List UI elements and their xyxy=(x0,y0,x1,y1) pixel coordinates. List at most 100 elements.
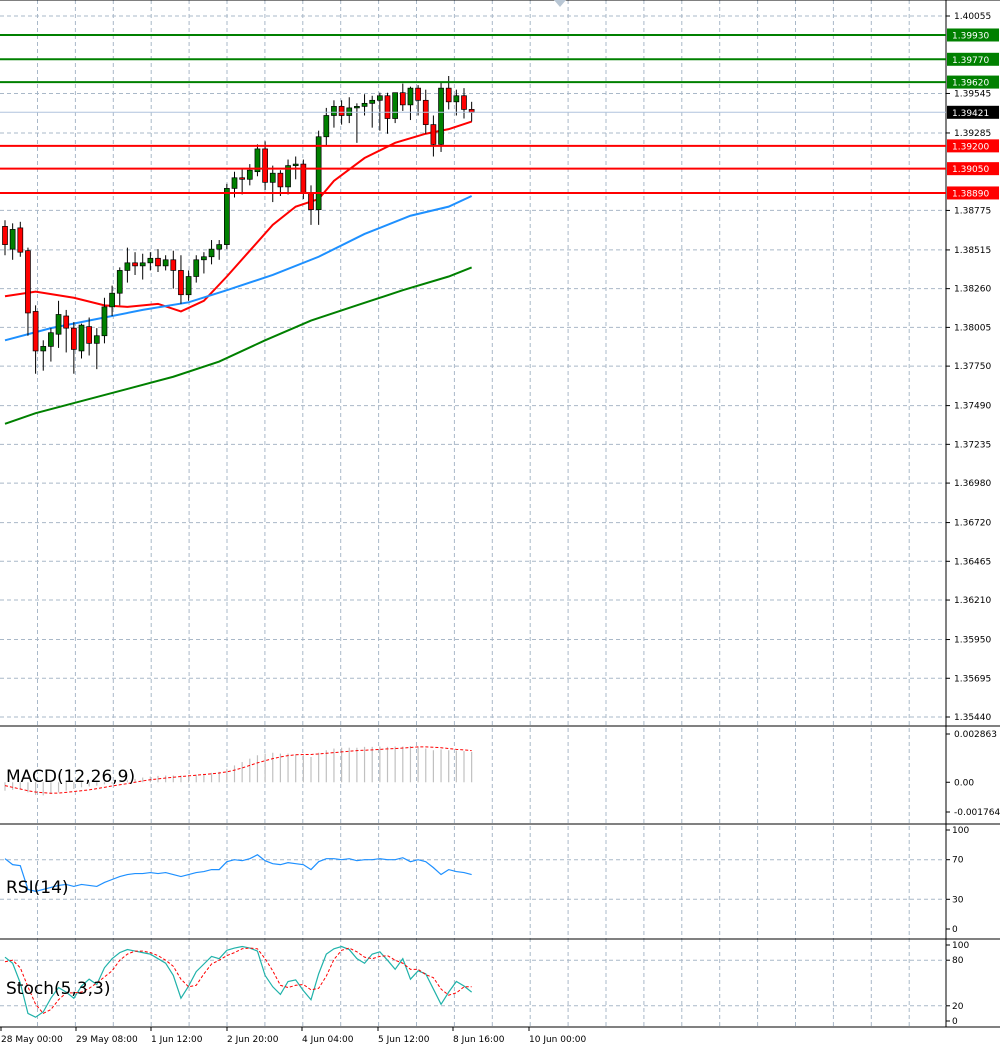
candle-body[interactable] xyxy=(239,177,245,180)
candle-body[interactable] xyxy=(17,227,24,253)
resistance-level-label: 1.39770 xyxy=(952,56,989,66)
candle-body[interactable] xyxy=(116,270,123,294)
candle-body[interactable] xyxy=(461,95,467,110)
price-tick-label: 1.39285 xyxy=(954,129,991,139)
time-tick-label: 4 Jun 04:00 xyxy=(302,1035,354,1044)
candle-body[interactable] xyxy=(315,136,322,211)
candle-body[interactable] xyxy=(415,87,421,101)
price-tick-label: 1.38775 xyxy=(954,206,991,216)
rsi-line xyxy=(4,854,472,892)
moving-average-line xyxy=(4,266,473,425)
candle-body[interactable] xyxy=(70,327,77,350)
candle-body[interactable] xyxy=(78,324,85,352)
candle-body[interactable] xyxy=(124,262,131,271)
resistance-level-label: 1.39620 xyxy=(952,79,989,89)
candle-body[interactable] xyxy=(377,95,383,101)
support-level-label: 1.39200 xyxy=(952,142,989,152)
candle-body[interactable] xyxy=(155,257,161,267)
candle-body[interactable] xyxy=(438,87,444,145)
candle-body[interactable] xyxy=(354,106,360,109)
macd-label: MACD(12,26,9) xyxy=(6,767,135,787)
candle-body[interactable] xyxy=(308,192,314,211)
price-tick-label: 1.36720 xyxy=(954,519,991,529)
candle-body[interactable] xyxy=(285,165,291,188)
candle-body[interactable] xyxy=(101,306,108,337)
current-price-label: 1.39421 xyxy=(952,109,989,119)
candle-body[interactable] xyxy=(269,172,276,183)
rsi-tick-label: 70 xyxy=(952,856,964,866)
support-level-label: 1.39050 xyxy=(952,165,989,175)
candle-body[interactable] xyxy=(55,314,62,335)
candle-body[interactable] xyxy=(384,95,391,119)
chart-shift-marker-icon[interactable] xyxy=(554,0,566,7)
resistance-level-tag xyxy=(947,75,999,89)
price-tick-label: 1.35950 xyxy=(954,636,991,646)
macd-tick-label: -0.001764 xyxy=(954,808,1000,818)
candle-body[interactable] xyxy=(407,87,414,106)
candle-body[interactable] xyxy=(170,259,177,271)
candle-body[interactable] xyxy=(147,257,154,264)
macd-tick-label: 0.002863 xyxy=(954,730,997,740)
support-level-tag xyxy=(947,139,999,153)
stoch-tick-label: 100 xyxy=(952,941,969,951)
candle-body[interactable] xyxy=(178,270,184,296)
candle-body[interactable] xyxy=(361,102,368,107)
rsi-tick-label: 0 xyxy=(952,925,958,935)
resistance-level-tag xyxy=(947,52,999,66)
candle-body[interactable] xyxy=(132,262,138,267)
candle-body[interactable] xyxy=(48,332,54,347)
support-level-label: 1.38890 xyxy=(952,189,989,199)
price-tick-label: 1.35695 xyxy=(954,674,991,684)
macd-signal-line xyxy=(4,746,472,794)
candle-body[interactable] xyxy=(262,148,268,183)
candle-body[interactable] xyxy=(323,115,330,138)
candle-body[interactable] xyxy=(254,148,261,173)
candle-body[interactable] xyxy=(63,315,70,329)
time-tick-label: 29 May 08:00 xyxy=(76,1035,138,1044)
candle-body[interactable] xyxy=(208,248,215,258)
price-tick-label: 1.35440 xyxy=(954,713,991,723)
candle-body[interactable] xyxy=(430,124,437,145)
stoch-label: Stoch(5,3,3) xyxy=(6,979,111,999)
candle-body[interactable] xyxy=(224,188,230,245)
candle-body[interactable] xyxy=(231,177,238,189)
price-tick-label: 1.38005 xyxy=(954,323,991,333)
candle-body[interactable] xyxy=(392,92,398,119)
candle-body[interactable] xyxy=(25,250,31,314)
candle-body[interactable] xyxy=(93,335,100,344)
candle-body[interactable] xyxy=(201,256,207,261)
candle-body[interactable] xyxy=(193,259,200,277)
resistance-level-tag xyxy=(947,28,999,42)
time-tick-label: 10 Jun 00:00 xyxy=(529,1035,586,1044)
candle-body[interactable] xyxy=(86,326,93,344)
price-tick-label: 1.37235 xyxy=(954,440,991,450)
candle-body[interactable] xyxy=(445,87,452,103)
stoch-d-line xyxy=(4,947,472,1015)
candle-body[interactable] xyxy=(139,262,146,267)
price-tick-label: 1.40055 xyxy=(954,12,991,22)
price-tick-label: 1.37750 xyxy=(954,362,991,372)
candle-body[interactable] xyxy=(331,106,337,116)
candle-body[interactable] xyxy=(369,99,376,104)
candle-body[interactable] xyxy=(399,92,406,106)
candle-body[interactable] xyxy=(32,311,39,352)
candle-body[interactable] xyxy=(338,106,345,116)
candle-body[interactable] xyxy=(346,107,353,116)
candle-body[interactable] xyxy=(216,244,223,250)
macd-tick-label: 0.00 xyxy=(954,778,974,788)
candle-body[interactable] xyxy=(109,292,115,308)
candles xyxy=(2,75,475,374)
candle-body[interactable] xyxy=(277,172,284,188)
candle-body[interactable] xyxy=(162,259,169,267)
candle-body[interactable] xyxy=(9,229,16,250)
candle-body[interactable] xyxy=(185,276,192,296)
candle-body[interactable] xyxy=(40,346,47,352)
rsi-tick-label: 100 xyxy=(952,826,969,836)
candle-body[interactable] xyxy=(2,226,8,245)
time-tick-label: 5 Jun 12:00 xyxy=(378,1035,430,1044)
candle-body[interactable] xyxy=(292,163,299,166)
candle-body[interactable] xyxy=(246,169,253,180)
candle-body[interactable] xyxy=(453,95,460,103)
